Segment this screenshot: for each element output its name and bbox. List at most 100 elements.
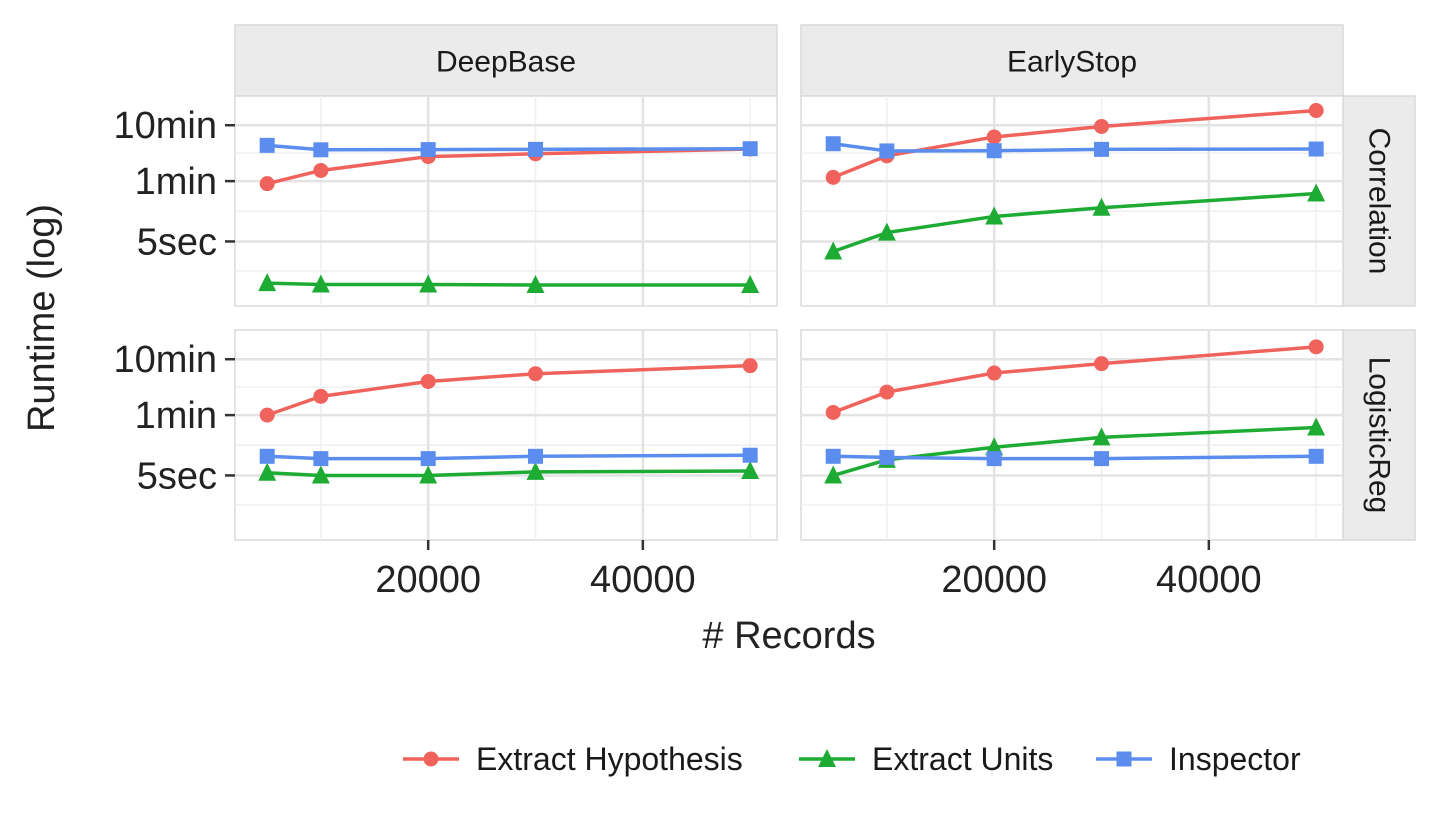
data-point [313, 142, 329, 158]
row-strip-logisticreg: LogisticReg [1342, 329, 1416, 541]
panel-background [800, 329, 1344, 541]
data-point [986, 451, 1002, 467]
y-tick-label: 5sec [137, 221, 217, 263]
panel-background [800, 95, 1344, 307]
legend-item-inspector: Inspector [1096, 741, 1301, 777]
data-point [985, 206, 1004, 225]
panel-grid [235, 330, 777, 540]
x-tick-label: 20000 [375, 559, 481, 601]
legend: Extract Hypothesis Extract Units Inspector [403, 741, 1301, 777]
y-tick-label: 10min [114, 105, 218, 147]
series-inspector [825, 136, 1324, 159]
y-axis-title: Runtime (log) [21, 204, 63, 432]
data-point [1308, 448, 1324, 464]
row-strip-label: LogisticReg [1363, 357, 1396, 514]
data-point [1092, 197, 1111, 216]
data-point [825, 169, 841, 185]
data-point [879, 449, 895, 465]
data-point [311, 465, 330, 484]
x-tick-label: 40000 [1156, 559, 1262, 601]
data-point [824, 241, 843, 260]
x-axis-title: # Records [702, 615, 875, 657]
data-point [420, 451, 436, 467]
data-point [825, 404, 841, 420]
legend-label: Extract Hypothesis [476, 741, 743, 777]
panel-deepbase-logisticreg: 10min 1min 5sec 20000 40000 [114, 329, 778, 601]
legend-key-marker [1116, 751, 1132, 767]
y-tick-label: 1min [135, 395, 217, 437]
data-point [311, 274, 330, 293]
series-line [267, 281, 751, 287]
data-point [986, 129, 1002, 145]
series-inspector [259, 447, 758, 467]
row-strip-background [1342, 95, 1416, 307]
data-point [824, 465, 843, 484]
data-point [742, 447, 758, 463]
y-tick-label: 5sec [137, 455, 217, 497]
data-point [986, 365, 1002, 381]
data-point [1094, 356, 1110, 372]
column-strip-deepbase: DeepBase [234, 24, 778, 97]
column-strip-label: EarlyStop [1007, 46, 1137, 79]
legend-label: Extract Units [872, 741, 1053, 777]
y-tick-label: 10min [114, 339, 218, 381]
series-extract-units [824, 417, 1326, 484]
data-point [419, 274, 438, 293]
series-extract-units [824, 183, 1326, 260]
series-inspector [825, 448, 1324, 467]
data-point [1094, 451, 1110, 467]
legend-key-marker [818, 749, 836, 767]
data-point [420, 142, 436, 158]
series-extract-units [258, 273, 760, 294]
data-point [259, 448, 275, 464]
data-point [258, 273, 277, 292]
row-strip-background [1342, 329, 1416, 541]
data-point [1308, 339, 1324, 355]
data-point [526, 275, 545, 294]
panel-grid [801, 330, 1343, 540]
series-extract-hypothesis [825, 339, 1324, 420]
data-point [313, 162, 329, 178]
data-point [986, 143, 1002, 159]
data-point [825, 448, 841, 464]
panel-background [234, 329, 778, 541]
series-inspector [259, 137, 758, 158]
data-point [742, 141, 758, 157]
series-extract-hypothesis [259, 358, 758, 423]
data-point [741, 275, 760, 294]
data-point [825, 136, 841, 152]
data-point [419, 465, 438, 484]
column-strip-earlystop: EarlyStop [800, 24, 1344, 97]
data-point [313, 451, 329, 467]
panel-earlystop-logisticreg: 20000 40000 [800, 329, 1344, 601]
data-point [259, 137, 275, 153]
data-point [1308, 141, 1324, 157]
panel-background [234, 95, 778, 307]
data-point [985, 437, 1004, 456]
data-point [1092, 427, 1111, 446]
row-strip-label: Correlation [1363, 128, 1396, 275]
data-point [877, 222, 896, 241]
data-point [741, 461, 760, 480]
panel-deepbase-correlation: 10min 1min 5sec [114, 95, 778, 307]
column-strip-background [800, 24, 1344, 97]
legend-key-marker [423, 751, 439, 767]
panel-earlystop-correlation [800, 95, 1344, 307]
data-point [742, 358, 758, 374]
data-point [1307, 417, 1326, 436]
data-point [259, 176, 275, 192]
column-strip-background [234, 24, 778, 97]
data-point [313, 388, 329, 404]
data-point [420, 373, 436, 389]
legend-label: Inspector [1169, 741, 1301, 777]
series-extract-units [258, 461, 760, 484]
row-strip-correlation: Correlation [1342, 95, 1416, 307]
y-tick-label: 1min [135, 161, 217, 203]
data-point [258, 462, 277, 481]
column-strip-label: DeepBase [436, 46, 576, 79]
data-point [526, 461, 545, 480]
data-point [528, 448, 544, 464]
x-tick-label: 20000 [941, 559, 1047, 601]
data-point [1307, 183, 1326, 202]
